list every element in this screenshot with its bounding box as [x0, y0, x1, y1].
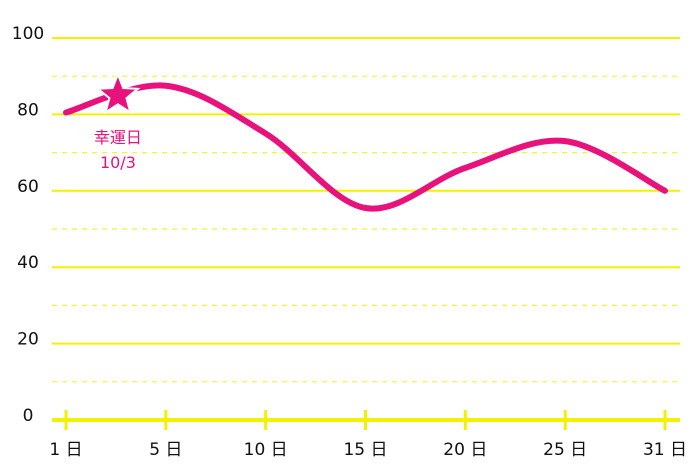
- annotation-label: 10/3: [100, 153, 136, 172]
- y-tick-label: 60: [17, 177, 39, 197]
- lucky-star: [95, 71, 141, 115]
- x-tick-label: 25 日: [543, 440, 587, 460]
- annotation-label: 幸運日: [94, 128, 142, 147]
- x-tick-label: 5 日: [149, 440, 182, 460]
- y-tick-label: 80: [17, 100, 39, 120]
- x-tick-label: 31 日: [643, 440, 687, 460]
- line-series: [63, 82, 668, 212]
- y-tick-label: 0: [23, 406, 34, 426]
- y-tick-label: 40: [17, 253, 39, 273]
- x-tick-label: 20 日: [443, 440, 487, 460]
- y-tick-label: 20: [17, 330, 39, 350]
- x-tick-label: 15 日: [343, 440, 387, 460]
- x-tick-label: 1 日: [49, 440, 82, 460]
- y-tick-label: 100: [12, 24, 44, 44]
- x-tick-label: 10 日: [244, 440, 288, 460]
